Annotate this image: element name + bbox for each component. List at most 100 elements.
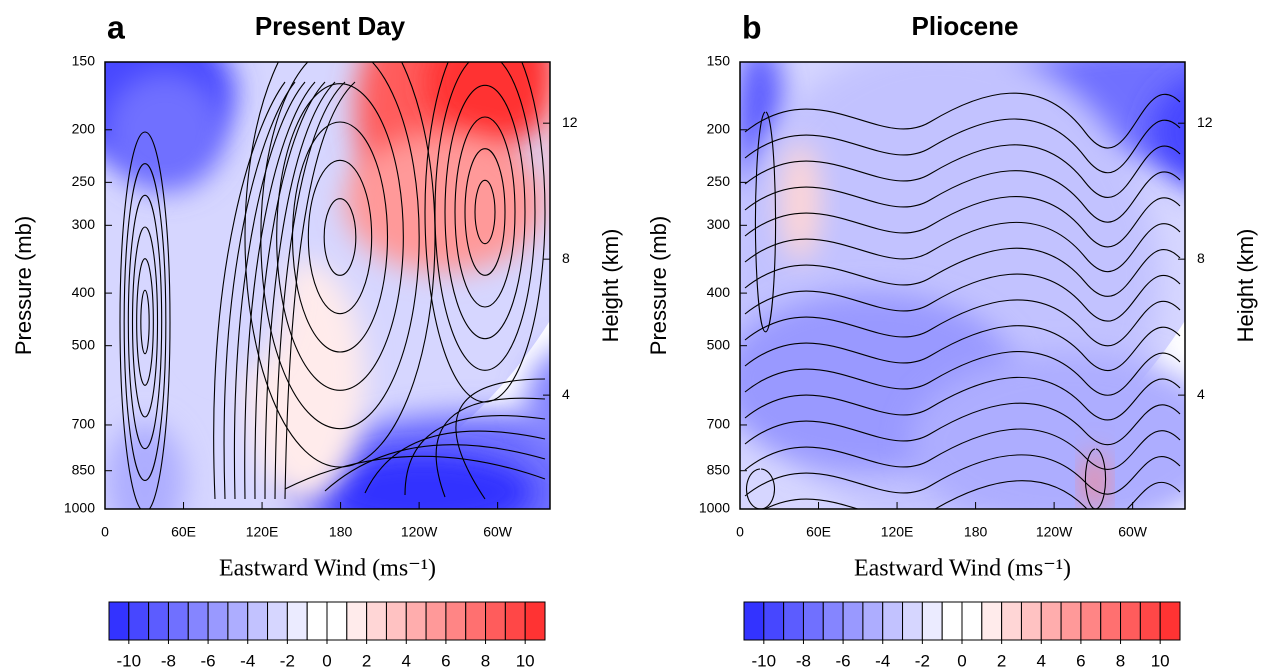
colorbar-box: [524, 601, 546, 641]
colorbar-box: [941, 601, 963, 641]
x-tick-label: 60E: [806, 524, 831, 540]
streamline: [223, 81, 296, 500]
streamline: [244, 62, 436, 468]
y2-axis-label: Height (km): [598, 229, 623, 343]
y-tick-label: 850: [72, 461, 96, 477]
colorbar-box: [921, 601, 943, 641]
colorbar-label: 4: [1037, 651, 1046, 670]
field-region: [745, 522, 785, 562]
colorbar-box: [981, 601, 1003, 641]
colorbar-box: [485, 601, 506, 641]
x-tick-label: 60W: [1118, 524, 1148, 540]
colorbar-label: -2: [280, 651, 295, 670]
streamline: [444, 84, 526, 340]
streamline: [744, 221, 1181, 273]
y-tick-label: 400: [707, 284, 731, 300]
colorbar-box: [763, 601, 785, 641]
streamline: [744, 92, 1181, 149]
y-tick-label: 850: [707, 461, 731, 477]
streamline: [136, 257, 154, 387]
streamline: [244, 81, 316, 500]
streamline: [434, 62, 536, 371]
y-axis-label: Pressure (mb): [11, 216, 36, 355]
colorbar-label: 2: [362, 651, 371, 670]
streamline: [454, 116, 516, 308]
colorbar-box: [1139, 601, 1161, 641]
x-tick-label: 120E: [881, 524, 914, 540]
y2-tick-label: 8: [562, 250, 570, 266]
x-tick-label: 120W: [1036, 524, 1073, 540]
field-region: [910, 352, 1185, 509]
colorbar-label: 4: [402, 651, 411, 670]
colorbar-label: -10: [117, 651, 142, 670]
colorbar-box: [247, 601, 269, 641]
colorbar-label: -6: [836, 651, 851, 670]
field-region: [1085, 452, 1105, 509]
plot-frame: [104, 61, 551, 510]
colorbar-box: [802, 601, 824, 641]
x-axis-label: Eastward Wind (ms⁻¹): [854, 556, 1071, 582]
streamline: [119, 131, 171, 509]
colorbar-box: [108, 601, 130, 641]
colorbar-label: -10: [752, 651, 777, 670]
streamline: [213, 81, 286, 500]
streamline: [254, 81, 326, 500]
streamline: [744, 247, 1181, 297]
x-tick-label: 0: [736, 524, 744, 540]
y2-tick-label: 8: [1197, 250, 1205, 266]
field-region: [105, 422, 185, 509]
colorbar-box: [286, 601, 308, 641]
colorbar-box: [267, 601, 288, 641]
contour-field: [105, 62, 550, 509]
streamline: [307, 159, 373, 315]
colorbar-box: [1100, 601, 1122, 641]
streamline: [264, 81, 336, 500]
y2-axis-label: Height (km): [1233, 229, 1258, 343]
streamline: [127, 194, 163, 450]
colorbar-box: [207, 601, 229, 641]
streamline: [364, 430, 546, 494]
panel-label: b: [742, 9, 762, 45]
colorbar-label: -8: [796, 651, 811, 670]
y-tick-label: 200: [707, 120, 731, 136]
streamline: [123, 162, 167, 482]
chart-title: Present Day: [255, 11, 406, 41]
streamline: [744, 402, 1181, 446]
y-tick-label: 300: [72, 216, 96, 232]
colorbar-box: [167, 601, 189, 641]
streamline: [764, 480, 1181, 509]
colorbar-label: -4: [240, 651, 255, 670]
colorbar-label: 6: [1076, 651, 1085, 670]
colorbar-box: [882, 601, 904, 641]
streamline: [744, 428, 1181, 471]
y-tick-label: 300: [707, 216, 731, 232]
streamline: [424, 62, 546, 403]
streamline: [284, 81, 356, 500]
streamline: [744, 170, 1181, 223]
y-tick-label: 700: [72, 416, 96, 432]
colorbar-box: [783, 601, 804, 641]
streamline: [276, 82, 404, 392]
field-region: [525, 353, 550, 451]
streamline: [233, 81, 306, 500]
colorbar-box: [405, 601, 427, 641]
colorbar-label: -6: [201, 651, 216, 670]
x-tick-label: 180: [329, 524, 353, 540]
colorbar-label: 2: [997, 651, 1006, 670]
colorbar-box: [1040, 601, 1062, 641]
y2-tick-label: 12: [562, 114, 578, 130]
field-region: [315, 452, 535, 509]
field-region: [105, 72, 225, 192]
streamline: [744, 273, 1181, 322]
streamline: [744, 325, 1181, 372]
x-tick-label: 60E: [171, 524, 196, 540]
colorbar-box: [385, 601, 407, 641]
streamline: [744, 351, 1181, 396]
x-tick-label: 120E: [246, 524, 279, 540]
colorbar-box: [1120, 601, 1141, 641]
colorbar-box: [148, 601, 169, 641]
streamline: [455, 378, 546, 500]
y-tick-label: 1000: [64, 500, 95, 516]
x-axis-label: Eastward Wind (ms⁻¹): [219, 556, 436, 582]
